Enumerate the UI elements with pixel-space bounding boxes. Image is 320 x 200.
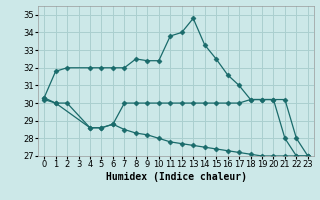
X-axis label: Humidex (Indice chaleur): Humidex (Indice chaleur) [106,172,246,182]
